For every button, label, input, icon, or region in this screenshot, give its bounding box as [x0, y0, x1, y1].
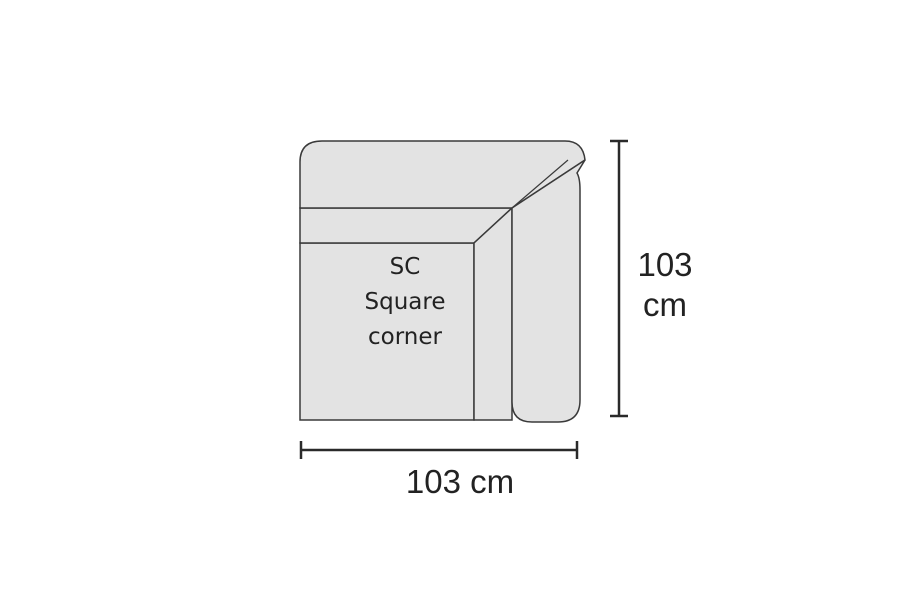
width-dimension — [299, 441, 579, 459]
height-value: 103 — [637, 246, 693, 283]
module-name-line2: corner — [368, 324, 442, 350]
width-label: 103 cm — [405, 463, 515, 500]
backrest-right — [511, 159, 586, 423]
sofa-module — [299, 140, 586, 423]
module-label: SC Square corner — [330, 250, 480, 355]
seat-cushion — [299, 242, 475, 421]
height-label: 103 cm — [620, 245, 710, 325]
module-code: SC — [389, 254, 421, 280]
height-unit: cm — [643, 286, 687, 323]
corner-seam — [511, 159, 569, 209]
height-dimension — [610, 139, 628, 418]
module-name-line1: Square — [364, 289, 446, 315]
backrest-top — [299, 140, 586, 209]
